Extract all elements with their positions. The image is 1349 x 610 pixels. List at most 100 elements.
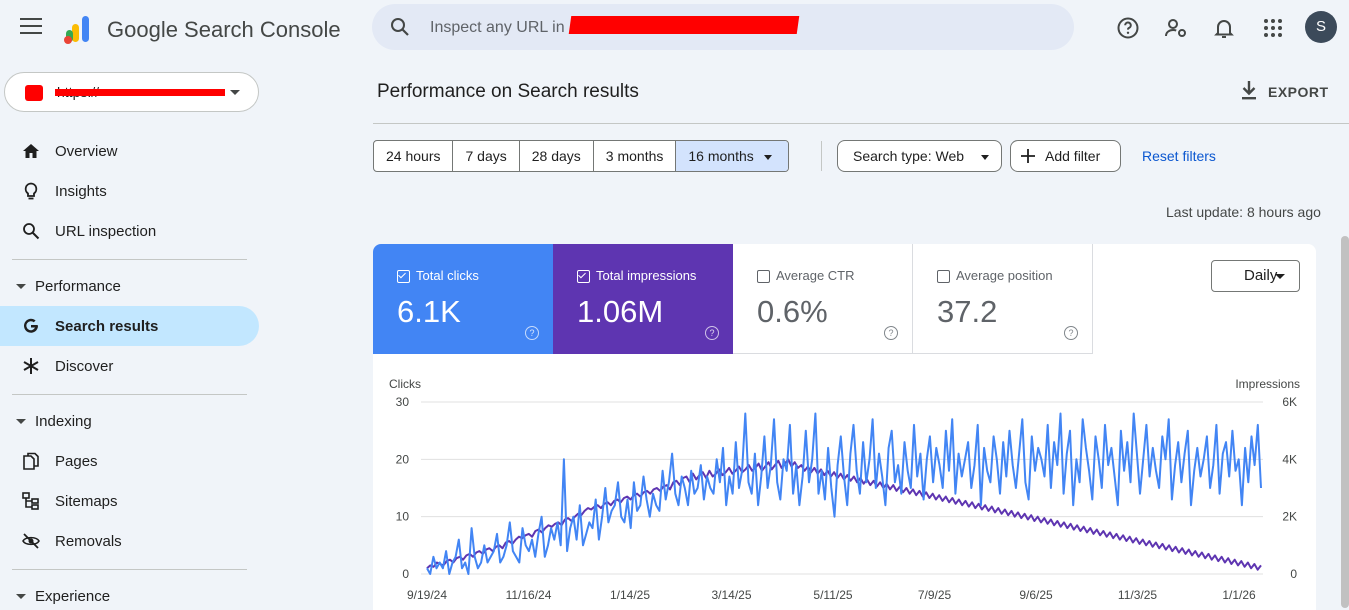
granularity-label: Daily [1244, 267, 1278, 284]
sidebar: https:// Overview Insights URL inspectio… [0, 60, 260, 610]
checkbox-checked[interactable] [577, 270, 590, 283]
sidebar-item-label: Overview [55, 143, 118, 160]
divider [373, 123, 1349, 124]
sidebar-item-removals[interactable]: Removals [0, 521, 259, 561]
sidebar-item-label: Pages [55, 453, 98, 470]
metric-average-ctr[interactable]: Average CTR 0.6% ? [733, 244, 913, 354]
visibility-off-icon [22, 533, 40, 549]
add-filter-button[interactable]: Add filter [1010, 140, 1121, 172]
search-type-label: Search type: Web [853, 148, 965, 164]
date-range-7-days[interactable]: 7 days [453, 141, 520, 171]
page-title: Performance on Search results [377, 81, 639, 102]
date-range-label: 16 months [688, 148, 754, 164]
granularity-dropdown[interactable]: Daily [1211, 260, 1300, 292]
search-icon [391, 18, 409, 36]
plus-icon [1021, 149, 1035, 163]
sidebar-item-overview[interactable]: Overview [0, 131, 259, 171]
url-inspect-search[interactable]: Inspect any URL in [372, 4, 1074, 50]
date-range-24-hours[interactable]: 24 hours [374, 141, 454, 171]
notifications-icon[interactable] [1212, 16, 1236, 40]
checkbox-unchecked[interactable] [937, 270, 950, 283]
x-tick-label: 7/9/25 [918, 588, 952, 602]
menu-icon[interactable] [20, 18, 42, 36]
date-range-3-months[interactable]: 3 months [594, 141, 677, 171]
collapse-arrow-icon [16, 284, 26, 289]
sidebar-item-url-inspection[interactable]: URL inspection [0, 211, 259, 251]
sidebar-item-label: URL inspection [55, 223, 157, 240]
metric-label: Total clicks [416, 268, 479, 283]
metric-value: 1.06M [577, 294, 664, 329]
y-axis-right: 0 2K 4K 6K [1282, 395, 1297, 581]
search-icon [23, 223, 40, 240]
scrollbar[interactable] [1341, 236, 1349, 608]
sidebar-item-sitemaps[interactable]: Sitemaps [0, 481, 259, 521]
y-axis-label-left: Clicks [389, 377, 421, 391]
date-range-28-days[interactable]: 28 days [520, 141, 594, 171]
x-axis: 9/19/24 11/16/24 1/14/25 3/14/25 5/11/25 7/9/… [407, 588, 1256, 602]
download-icon [1242, 81, 1256, 100]
sidebar-item-label: Search results [55, 318, 159, 335]
metric-total-impressions[interactable]: Total impressions 1.06M ? [553, 244, 733, 354]
x-tick-label: 1/1/26 [1222, 588, 1256, 602]
product-name[interactable]: Google Search Console [107, 17, 341, 42]
sidebar-section-label: Indexing [35, 413, 92, 430]
metric-total-clicks[interactable]: Total clicks 6.1K ? [373, 244, 553, 354]
chart-series [426, 412, 1262, 575]
sidebar-item-label: Sitemaps [55, 493, 118, 510]
lightbulb-icon [24, 182, 38, 200]
metric-label: Average position [956, 268, 1053, 283]
sidebar-section-performance[interactable]: Performance [0, 266, 259, 306]
asterisk-icon [23, 358, 39, 374]
reset-filters-link[interactable]: Reset filters [1142, 148, 1216, 164]
sidebar-item-pages[interactable]: Pages [0, 441, 259, 481]
metric-value: 37.2 [937, 294, 998, 329]
sidebar-item-label: Discover [55, 358, 114, 375]
help-icon[interactable] [1116, 16, 1140, 40]
help-icon[interactable]: ? [1064, 326, 1078, 340]
export-label: EXPORT [1268, 84, 1329, 100]
y-tick-label: 10 [396, 510, 410, 524]
x-tick-label: 9/19/24 [407, 588, 447, 602]
sidebar-section-experience[interactable]: Experience [0, 576, 259, 610]
x-tick-label: 11/3/25 [1118, 588, 1157, 602]
top-bar: Google Search Console Inspect any URL in… [0, 0, 1349, 60]
divider [821, 141, 822, 171]
account-avatar[interactable]: S [1305, 11, 1337, 43]
y-tick-label: 20 [396, 452, 410, 466]
home-icon [23, 144, 39, 158]
sidebar-item-search-results[interactable]: Search results [0, 306, 259, 346]
divider [12, 259, 247, 260]
checkbox-unchecked[interactable] [757, 270, 770, 283]
search-type-filter[interactable]: Search type: Web [837, 140, 1002, 172]
x-tick-label: 5/11/25 [813, 588, 852, 602]
sidebar-item-label: Insights [55, 183, 107, 200]
x-tick-label: 11/16/24 [506, 588, 552, 602]
checkbox-checked[interactable] [397, 270, 410, 283]
divider [12, 394, 247, 395]
sidebar-section-label: Performance [35, 278, 121, 295]
sidebar-item-discover[interactable]: Discover [0, 346, 259, 386]
chevron-down-icon [230, 90, 240, 95]
manage-users-icon[interactable] [1164, 16, 1188, 40]
sidebar-section-indexing[interactable]: Indexing [0, 401, 259, 441]
x-tick-label: 9/6/25 [1019, 588, 1053, 602]
help-icon[interactable]: ? [525, 326, 539, 340]
y-tick-label: 30 [396, 395, 410, 409]
x-tick-label: 3/14/25 [711, 588, 751, 602]
y-axis-left: 0 10 20 30 [396, 395, 410, 581]
metric-average-position[interactable]: Average position 37.2 ? [913, 244, 1093, 354]
y2-tick-label: 2K [1282, 510, 1297, 524]
y2-tick-label: 0 [1290, 567, 1297, 581]
date-range-16-months[interactable]: 16 months [676, 141, 788, 171]
search-placeholder: Inspect any URL in [430, 19, 565, 36]
sidebar-item-insights[interactable]: Insights [0, 171, 259, 211]
property-selector[interactable]: https:// [4, 72, 259, 112]
help-icon[interactable]: ? [705, 326, 719, 340]
metric-label: Average CTR [776, 268, 855, 283]
pages-icon [23, 452, 39, 470]
help-icon[interactable]: ? [884, 326, 898, 340]
apps-grid-icon[interactable] [1261, 16, 1285, 40]
series-line-clicks[interactable] [426, 412, 1262, 575]
search-console-logo [64, 16, 89, 44]
performance-chart: Clicks Impressions 0 10 20 30 0 2K 4K 6K 9/19/… [389, 377, 1300, 602]
